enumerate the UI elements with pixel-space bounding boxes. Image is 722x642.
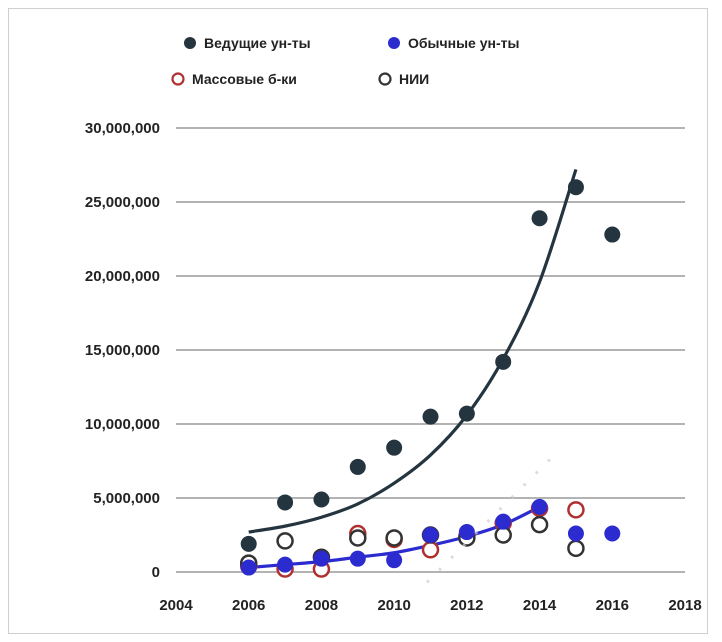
legend-marker [378, 72, 392, 86]
data-point [276, 532, 294, 550]
data-point [567, 179, 584, 196]
trendlines [248, 168, 578, 570]
data-point [349, 550, 366, 567]
data-point [277, 494, 294, 511]
data-point [422, 527, 439, 543]
legend-label: Ведущие ун-ты [204, 35, 311, 51]
y-tick-label: 20,000,000 [85, 268, 160, 285]
x-tick-label: 2004 [159, 597, 193, 614]
x-tick-label: 2016 [596, 597, 629, 614]
data-point [349, 529, 367, 547]
data-point [240, 535, 257, 552]
legend-label: Массовые б-ки [192, 71, 297, 87]
data-point [385, 529, 403, 547]
x-tick-label: 2006 [232, 597, 265, 614]
legend-label: Обычные ун-ты [408, 35, 519, 51]
x-tick-label: 2018 [668, 597, 701, 614]
data-point [567, 525, 584, 542]
legend-label: НИИ [399, 71, 429, 87]
y-tick-label: 0 [152, 564, 160, 581]
legend-marker [184, 37, 196, 49]
x-tick-label: 2010 [377, 597, 410, 614]
legend-marker [171, 72, 185, 86]
x-axis-ticks: 2004 2006 2008 2010 2012 2014 2016 2018 [159, 597, 701, 614]
data-point [567, 539, 585, 558]
trendline [248, 168, 578, 534]
x-tick-label: 2012 [450, 597, 483, 614]
data-point [458, 405, 475, 422]
y-tick-label: 25,000,000 [85, 194, 160, 211]
legend-marker [388, 37, 400, 49]
data-point [495, 513, 512, 530]
data-point [349, 458, 366, 475]
data-point [313, 491, 330, 508]
data-point [604, 226, 621, 243]
y-tick-label: 30,000,000 [85, 120, 160, 137]
x-tick-label: 2014 [523, 597, 557, 614]
y-tick-label: 10,000,000 [85, 416, 160, 433]
data-point [313, 550, 330, 567]
data-point [567, 501, 585, 519]
legend: Ведущие ун-ты Обычные ун-ты Массовые б-ки Н… [171, 35, 519, 87]
data-points [239, 179, 621, 578]
data-point [277, 556, 294, 573]
x-tick-label: 2008 [305, 597, 338, 614]
data-point [386, 439, 403, 456]
data-point [495, 353, 512, 370]
data-point [531, 210, 548, 227]
data-point [604, 525, 621, 542]
grid-lines [176, 127, 685, 573]
data-point [458, 524, 475, 541]
data-point [422, 408, 439, 425]
y-axis-ticks: 0 5,000,000 10,000,000 15,000,000 20,000,000… [85, 120, 160, 581]
data-point [530, 515, 549, 534]
data-point [386, 552, 403, 569]
y-tick-label: 15,000,000 [85, 342, 160, 359]
data-point [531, 498, 548, 515]
y-tick-label: 5,000,000 [93, 490, 160, 507]
data-point [240, 559, 257, 576]
